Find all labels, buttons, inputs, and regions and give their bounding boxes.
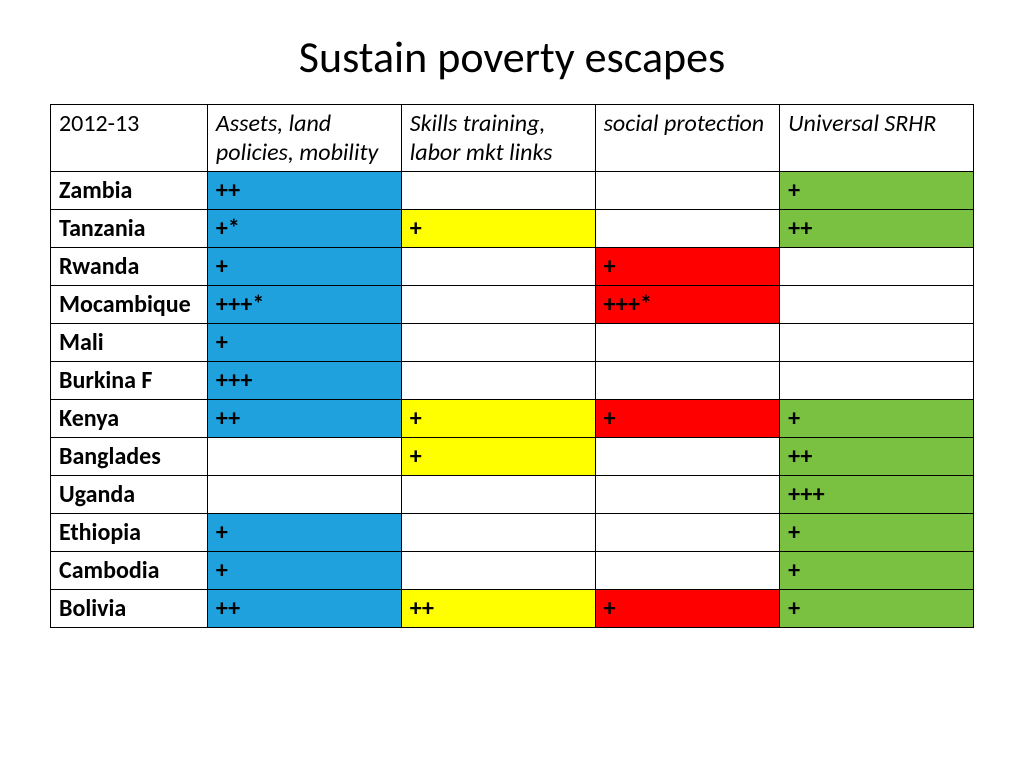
col-header-skills: Skills training, labor mkt links [401,105,595,172]
table-cell: ++ [401,590,595,628]
table-cell: +++* [207,286,401,324]
row-label: Cambodia [51,552,208,590]
table-cell [595,324,780,362]
table-cell: + [401,438,595,476]
table-row: Tanzania+*+++ [51,210,974,248]
table-cell: + [207,248,401,286]
table-cell [207,438,401,476]
table-row: Mocambique+++*+++* [51,286,974,324]
table-cell [780,362,974,400]
table-cell [401,324,595,362]
row-label: Bolivia [51,590,208,628]
poverty-escapes-table: 2012-13 Assets, land policies, mobility … [50,104,974,628]
table-cell: ++ [780,438,974,476]
table-row: Banglades+++ [51,438,974,476]
table-cell: +++ [780,476,974,514]
table-cell [780,248,974,286]
table-cell: + [780,514,974,552]
table-cell [780,324,974,362]
table-cell: + [780,590,974,628]
col-header-srhr: Universal SRHR [780,105,974,172]
table-row: Uganda +++ [51,476,974,514]
slide: Sustain poverty escapes 2012-13 Assets, … [0,0,1024,768]
table-cell [401,514,595,552]
table-row: Kenya+++++ [51,400,974,438]
row-label: Burkina F [51,362,208,400]
table-row: Cambodia++ [51,552,974,590]
table-cell [401,552,595,590]
table-cell [595,210,780,248]
table-row: Rwanda++ [51,248,974,286]
row-label: Zambia [51,172,208,210]
table-cell [401,286,595,324]
row-label: Rwanda [51,248,208,286]
table-header-row: 2012-13 Assets, land policies, mobility … [51,105,974,172]
table-cell [207,476,401,514]
table-cell: + [207,514,401,552]
table-cell: + [595,590,780,628]
table-cell: + [595,248,780,286]
table-cell: + [207,552,401,590]
table-cell: +++ [207,362,401,400]
table-cell [595,362,780,400]
table-row: Zambia+++ [51,172,974,210]
table-cell: ++ [207,400,401,438]
table-cell: ++ [780,210,974,248]
row-label: Tanzania [51,210,208,248]
table-cell [401,248,595,286]
row-label: Kenya [51,400,208,438]
table-row: Burkina F+++ [51,362,974,400]
table-cell: + [401,210,595,248]
table-cell [595,552,780,590]
table-cell: + [595,400,780,438]
table-cell [595,476,780,514]
row-label: Uganda [51,476,208,514]
col-header-social: social protection [595,105,780,172]
table-cell [401,476,595,514]
table-cell: +* [207,210,401,248]
table-cell: + [401,400,595,438]
row-label: Mocambique [51,286,208,324]
table-cell: + [780,400,974,438]
table-cell [595,438,780,476]
table-cell [595,172,780,210]
table-row: Mali+ [51,324,974,362]
row-label: Ethiopia [51,514,208,552]
table-cell [401,172,595,210]
page-title: Sustain poverty escapes [50,30,974,84]
year-header: 2012-13 [51,105,208,172]
table-row: Bolivia++++++ [51,590,974,628]
table-cell [780,286,974,324]
table-cell: + [780,552,974,590]
table-cell: + [207,324,401,362]
row-label: Banglades [51,438,208,476]
row-label: Mali [51,324,208,362]
table-cell [595,514,780,552]
table-cell: + [780,172,974,210]
table-row: Ethiopia++ [51,514,974,552]
table-cell: ++ [207,172,401,210]
col-header-assets: Assets, land policies, mobility [207,105,401,172]
table-cell [401,362,595,400]
table-cell: ++ [207,590,401,628]
table-cell: +++* [595,286,780,324]
